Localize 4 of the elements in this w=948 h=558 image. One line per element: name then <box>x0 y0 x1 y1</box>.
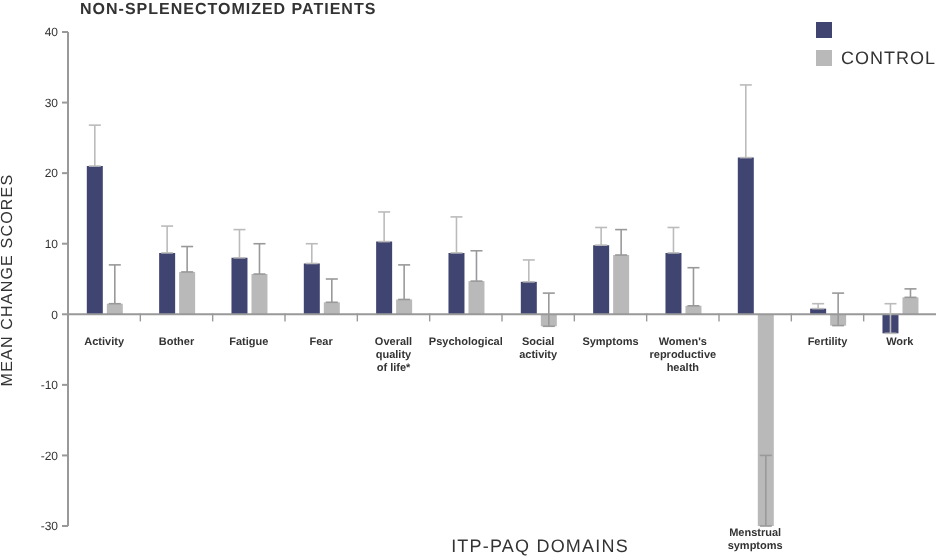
chart-title: NON-SPLENECTOMIZED PATIENTS <box>80 0 377 18</box>
legend-label: CONTROL <box>840 48 936 68</box>
x-axis-title: ITP-PAQ DOMAINS <box>451 536 629 556</box>
y-axis-title: MEAN CHANGE SCORES <box>0 173 16 387</box>
